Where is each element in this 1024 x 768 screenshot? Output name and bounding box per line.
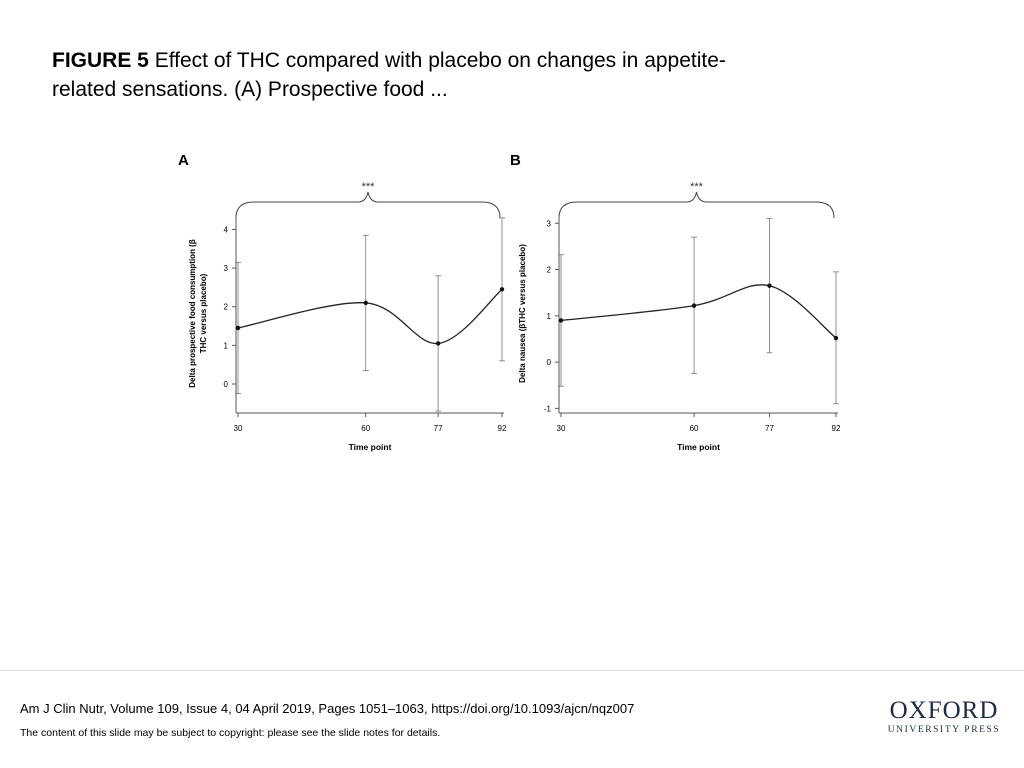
panel-a-series-line xyxy=(237,288,503,345)
panel-a-x-tick-label: 30 xyxy=(234,424,243,433)
slide-title: FIGURE 5 Effect of THC compared with pla… xyxy=(52,46,752,104)
panel-a-x-tick-label: 77 xyxy=(434,424,443,433)
panel-a-significance-label: *** xyxy=(362,181,376,193)
citation-text[interactable]: Am J Clin Nutr, Volume 109, Issue 4, 04 … xyxy=(20,701,635,716)
panel-a-y-tick-label: 4 xyxy=(224,225,229,234)
panel-a-y-axis-label: Delta prospective food consumption (β THC… xyxy=(188,239,208,388)
panel-a-x-tick-label: 60 xyxy=(361,424,370,433)
panel-b-y-tick-label: 1 xyxy=(547,312,552,321)
panel-a-letter: A xyxy=(178,152,189,169)
panel-a-data-point xyxy=(499,287,505,292)
panel-b-data-point xyxy=(558,318,564,323)
panel-b-x-tick-label: 30 xyxy=(557,424,566,433)
panel-b-x-tick-label: 77 xyxy=(765,424,774,433)
panel-b-y-tick-label: -1 xyxy=(544,404,552,413)
panel-b-y-tick-label: 0 xyxy=(547,358,552,367)
panel-b-x-axis-label: Time point xyxy=(677,442,720,452)
panel-a-data-point xyxy=(363,300,368,306)
panel-b-significance-brace xyxy=(558,191,835,219)
panel-b-significance-label: *** xyxy=(690,181,704,193)
oxford-logo: OXFORD UNIVERSITY PRESS xyxy=(880,698,1008,736)
panel-a-significance-brace xyxy=(235,191,501,219)
panel-a-y-tick-label: 2 xyxy=(224,303,229,312)
panel-a-y-tick-label: 3 xyxy=(224,264,229,273)
panel-b-y-tick-label: 3 xyxy=(547,219,552,228)
panel-b-x-tick-label: 92 xyxy=(832,424,841,433)
figure-caption: Effect of THC compared with placebo on c… xyxy=(52,49,726,101)
panel-a-y-tick-label: 0 xyxy=(224,380,229,389)
panel-a-data-point xyxy=(235,325,241,331)
logo-wordmark: OXFORD xyxy=(889,697,999,724)
footer-divider xyxy=(0,670,1024,671)
panel-b-x-tick-label: 60 xyxy=(690,424,699,433)
panel-a-x-axis-label: Time point xyxy=(349,442,392,452)
figure-panels: A *** 0 1 2 3 4 30 60 77 92 Time point Delta prospec… xyxy=(170,140,860,470)
panel-b-data-point xyxy=(767,283,772,288)
panel-b-y-tick-label: 2 xyxy=(547,266,552,275)
panel-b-y-axis-label: Delta nausea (βTHC versus placebo) xyxy=(518,244,527,383)
copyright-notice: The content of this slide may be subject… xyxy=(20,727,441,739)
panel-b-data-point xyxy=(833,335,839,341)
logo-subtitle: UNIVERSITY PRESS xyxy=(887,725,1001,735)
panel-a-x-tick-label: 92 xyxy=(498,424,507,433)
panel-b-data-point xyxy=(691,303,697,308)
panel-a-data-point xyxy=(435,341,441,346)
figure-number: FIGURE 5 xyxy=(52,49,149,72)
panel-b-series-line xyxy=(560,284,837,339)
panel-b-letter: B xyxy=(510,152,521,169)
panel-a-y-tick-label: 1 xyxy=(224,341,229,350)
